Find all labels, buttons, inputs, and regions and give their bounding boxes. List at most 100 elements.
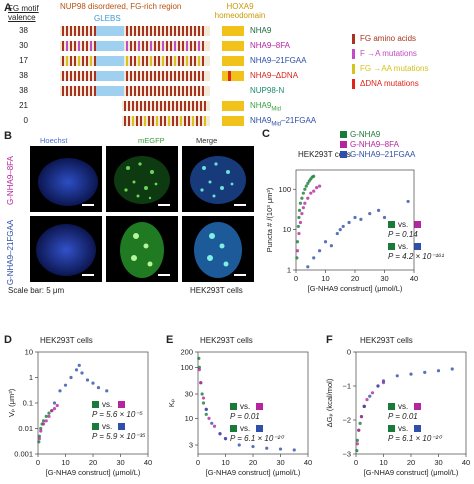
stat-swatch-b [414, 425, 421, 432]
stat-swatch-a [388, 425, 395, 432]
fg-stripe [126, 41, 128, 51]
fg-stripe [190, 56, 192, 66]
fg-stripe [70, 71, 72, 81]
chart-f: 0 10 20 30 40 −3 −2 −1 0 [G-NHA9 construct] (μmol… [325, 348, 470, 478]
fg-stripe [78, 41, 80, 51]
x-axis-label: [G-NHA9 construct] (μmol/L) [46, 468, 141, 477]
data-point [436, 369, 441, 373]
row-valence: 38 [19, 86, 28, 95]
fg-stripe [152, 101, 154, 111]
row-label-8fa: G-NHA9–8FA [5, 156, 15, 205]
fg-stripe [204, 116, 206, 126]
fg-stripe [154, 41, 156, 51]
legend-swatch [340, 151, 347, 158]
fg-stripe [174, 26, 176, 36]
row-name: NHA9–8FA [250, 41, 290, 50]
fg-stripe [182, 56, 184, 66]
fg-stripe [178, 86, 180, 96]
data-point [359, 217, 363, 221]
data-point [204, 412, 208, 416]
data-point [323, 240, 328, 244]
row-valence: 0 [23, 116, 28, 125]
data-point [298, 201, 303, 205]
panel-e-cells: HEK293T cells [200, 336, 253, 345]
stat-pvalue: P = 6.1 × 10⁻²⁰ [230, 434, 284, 443]
data-point [55, 403, 59, 408]
data-point [37, 434, 41, 438]
fg-stripe [166, 71, 168, 81]
micro-8fa-merge [182, 146, 254, 212]
data-point [295, 249, 300, 253]
fg-stripe [86, 56, 88, 66]
fg-stripe [134, 26, 136, 36]
row-name-text: NHA9 [250, 101, 272, 110]
fg-stripe [190, 26, 192, 36]
micro-8fa-megfp [106, 146, 178, 212]
data-point [329, 244, 333, 248]
data-point [362, 404, 366, 408]
fg-stripe [70, 41, 72, 51]
legend-swatch [352, 64, 355, 74]
data-point [298, 220, 303, 225]
fg-stripe [164, 116, 166, 126]
data-point [301, 206, 305, 210]
fg-stripe [138, 41, 140, 51]
scale-bar-label: Scale bar: 5 μm [8, 286, 65, 295]
fg-stripe [160, 101, 162, 111]
fg-stripe [148, 101, 150, 111]
data-point [357, 428, 361, 432]
fg-stripe [66, 86, 68, 96]
stat-swatch-a [388, 221, 395, 228]
fg-stripe [154, 56, 156, 66]
stat-vs: vs. [398, 402, 409, 411]
micro-21fgaa-hoechst [30, 216, 102, 282]
fg-stripe [182, 26, 184, 36]
legend-swatch [352, 49, 355, 59]
stat-swatch-b [414, 403, 421, 410]
stat-pvalue: P = 5.6 × 10⁻⁵ [92, 410, 143, 419]
x-tick-label: 0 [294, 274, 298, 283]
hoxa9-domain [222, 56, 244, 66]
data-point [265, 446, 269, 450]
fg-stripe [142, 41, 144, 51]
stat-vs: vs. [240, 402, 251, 411]
fg-stripe [160, 116, 162, 126]
y-tick-label: 0.01 [18, 424, 33, 433]
data-point [105, 389, 109, 393]
fg-stripe [90, 86, 92, 96]
x-tick-label: 20 [351, 274, 359, 283]
data-point [365, 398, 369, 402]
panel-f-cells: HEK293T cells [360, 336, 413, 345]
data-point [297, 208, 302, 212]
legend-swatch [340, 141, 347, 148]
panel-d-letter: D [4, 334, 12, 346]
data-point [197, 368, 201, 372]
data-point [377, 208, 381, 212]
data-point [44, 419, 48, 423]
fg-stripe [178, 41, 180, 51]
fg-stripe [154, 86, 156, 96]
stat-pvalue: P = 0.14 [388, 230, 418, 239]
panel-b-cells: HEK293T cells [190, 286, 243, 295]
fg-stripe [78, 26, 80, 36]
data-point [297, 231, 301, 236]
fg-stripe [184, 101, 186, 111]
fg-stripe [178, 71, 180, 81]
fg-stripe [204, 101, 206, 111]
x-tick-label: 40 [144, 458, 152, 467]
hoxa9-domain [222, 41, 244, 51]
fg-stripe [130, 56, 132, 66]
fg-stripe [126, 26, 128, 36]
fg-stripe [162, 71, 164, 81]
data-point [37, 437, 41, 441]
fg-stripe [150, 71, 152, 81]
stat-vs: vs. [102, 400, 113, 409]
legend-swatch [352, 79, 355, 89]
fg-stripe [184, 116, 186, 126]
fg-stripe [158, 56, 160, 66]
data-point [368, 394, 372, 398]
glebs-domain [96, 71, 124, 81]
fg-stripe [162, 41, 164, 51]
panel-c-cells: HEK293T cells [298, 150, 351, 159]
panel-c-letter: C [262, 128, 270, 140]
